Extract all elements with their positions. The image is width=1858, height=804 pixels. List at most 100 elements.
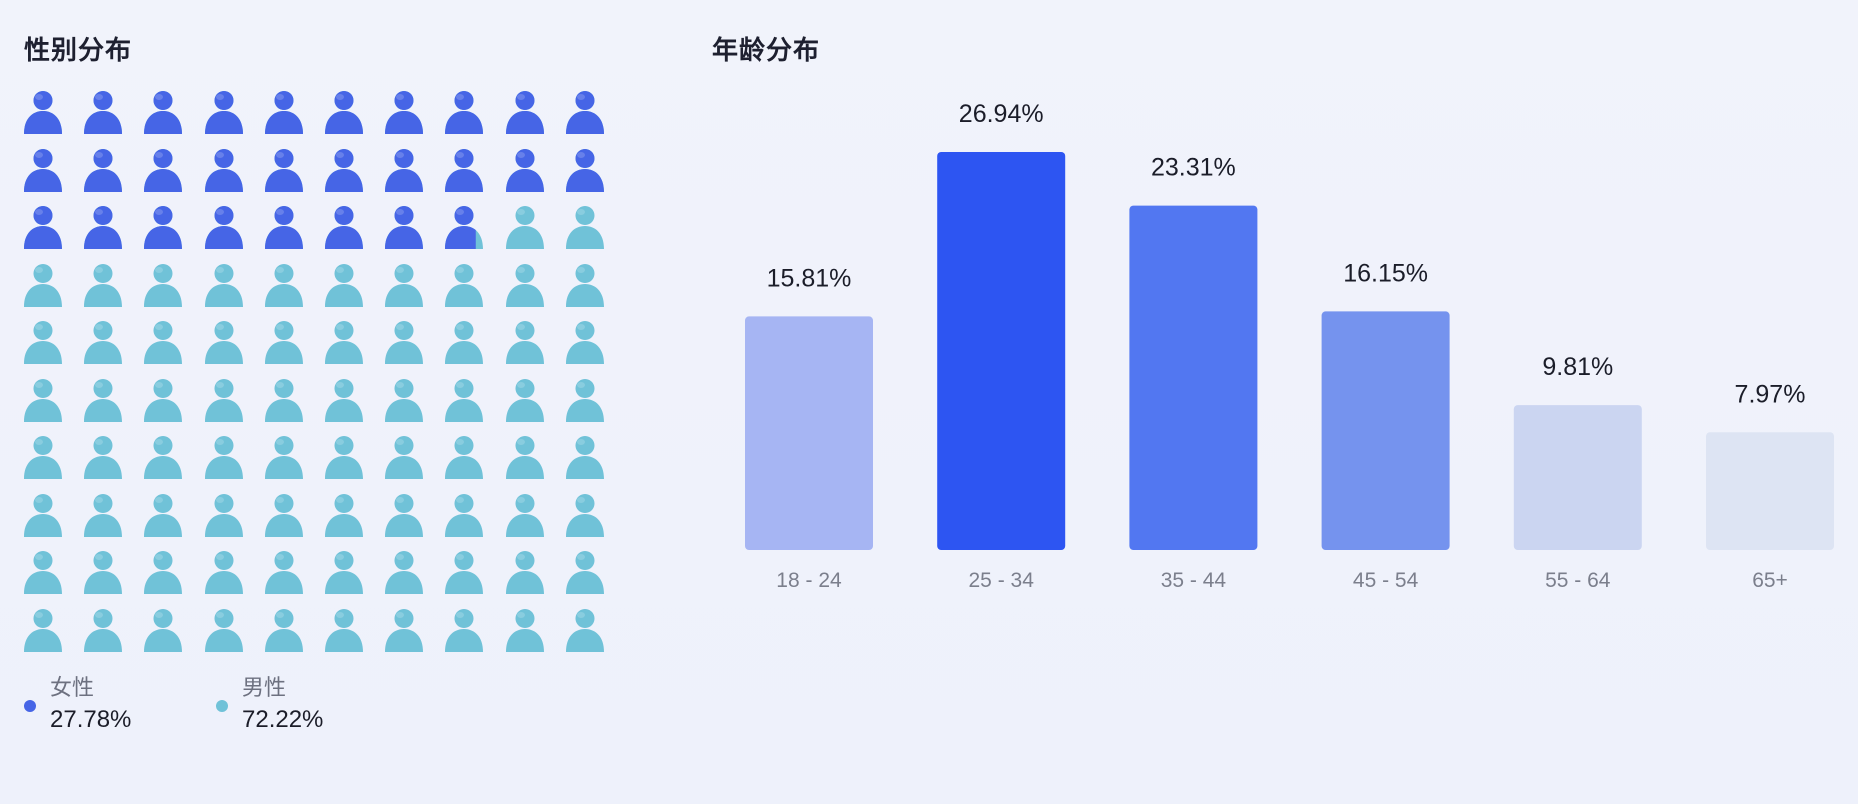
person-icon [142, 548, 184, 596]
person-icon [22, 88, 64, 136]
person-icon [323, 203, 365, 251]
person-icon [383, 433, 425, 481]
person-icon [203, 146, 245, 194]
person-icon [142, 318, 184, 366]
bar-value-label: 26.94% [959, 100, 1044, 128]
person-icon [383, 203, 425, 251]
person-icon [263, 203, 305, 251]
bar-category-label: 45 - 54 [1353, 569, 1419, 592]
person-icon [142, 491, 184, 539]
bar-0 [745, 316, 873, 550]
legend-male-label: 男性 [242, 675, 287, 700]
age-bar-chart-svg: 15.81% 18 - 24 26.94% 25 - 34 23.31% 35 - 44 1… [745, 100, 1834, 592]
person-icon [383, 88, 425, 136]
person-icon [383, 606, 425, 654]
person-icon [504, 146, 546, 194]
legend-female-label: 女性 [50, 675, 95, 700]
person-icon [82, 433, 124, 481]
person-icon [323, 376, 365, 424]
person-icon [443, 88, 485, 136]
person-icon [504, 261, 546, 309]
person-icon [504, 606, 546, 654]
person-icon [263, 491, 305, 539]
person-icon [564, 318, 606, 366]
person-icon [504, 491, 546, 539]
person-icon [504, 376, 546, 424]
bar-category-label: 65+ [1752, 569, 1788, 592]
person-icon [203, 606, 245, 654]
person-icon [22, 376, 64, 424]
person-icon [323, 606, 365, 654]
person-icon [443, 433, 485, 481]
bar-value-label: 9.81% [1542, 353, 1613, 381]
bar-category-label: 55 - 64 [1545, 569, 1611, 592]
person-icon [443, 261, 485, 309]
bar-4 [1513, 405, 1642, 550]
person-icon [564, 606, 606, 654]
person-icon [263, 88, 305, 136]
person-icon [504, 318, 546, 366]
person-icon [22, 146, 64, 194]
person-icon [383, 376, 425, 424]
person-icon [443, 606, 485, 654]
person-icon [82, 146, 124, 194]
person-icon [564, 261, 606, 309]
person-icon [504, 433, 546, 481]
person-icon [323, 88, 365, 136]
person-icon [323, 548, 365, 596]
person-icon [263, 261, 305, 309]
person-icon [383, 548, 425, 596]
bar-value-label: 16.15% [1343, 259, 1428, 287]
person-icon [504, 548, 546, 596]
legend-female-dot [24, 700, 36, 712]
person-icon [564, 88, 606, 136]
person-icon [263, 433, 305, 481]
person-icon [203, 318, 245, 366]
person-icon [82, 318, 124, 366]
age-bar-chart: 15.81% 18 - 24 26.94% 25 - 34 23.31% 35 - 44 1… [712, 100, 1852, 720]
bar-value-label: 15.81% [767, 264, 852, 292]
person-icon [22, 606, 64, 654]
person-icon [443, 146, 485, 194]
person-icon [142, 261, 184, 309]
person-icon [82, 88, 124, 136]
bar-category-label: 25 - 34 [969, 569, 1035, 592]
person-icon [22, 203, 64, 251]
person-icon [564, 433, 606, 481]
person-icon [82, 261, 124, 309]
person-icon [203, 88, 245, 136]
person-icon [564, 491, 606, 539]
bar-value-label: 23.31% [1151, 154, 1236, 182]
person-icon [263, 146, 305, 194]
person-icon [443, 203, 485, 251]
person-icon [443, 548, 485, 596]
person-icon [383, 491, 425, 539]
person-icon [22, 318, 64, 366]
person-icon [383, 318, 425, 366]
age-distribution-title: 年龄分布 [712, 35, 821, 65]
person-icon [323, 491, 365, 539]
person-icon [22, 491, 64, 539]
person-icon [142, 376, 184, 424]
person-icon [443, 376, 485, 424]
person-icon [203, 433, 245, 481]
person-icon [263, 318, 305, 366]
bar-1 [937, 152, 1066, 550]
person-icon [203, 261, 245, 309]
person-icon [203, 376, 245, 424]
person-icon [142, 146, 184, 194]
person-icon [263, 606, 305, 654]
person-icon [22, 261, 64, 309]
person-icon [82, 606, 124, 654]
person-icon [443, 491, 485, 539]
person-icon [142, 88, 184, 136]
person-icon [564, 146, 606, 194]
person-icon [22, 433, 64, 481]
bar-value-label: 7.97% [1735, 380, 1806, 408]
person-icon [383, 146, 425, 194]
bar-category-label: 35 - 44 [1161, 569, 1227, 592]
person-icon [142, 433, 184, 481]
legend-male-value: 72.22% [242, 706, 324, 733]
person-icon [263, 376, 305, 424]
bar-3 [1321, 311, 1450, 550]
